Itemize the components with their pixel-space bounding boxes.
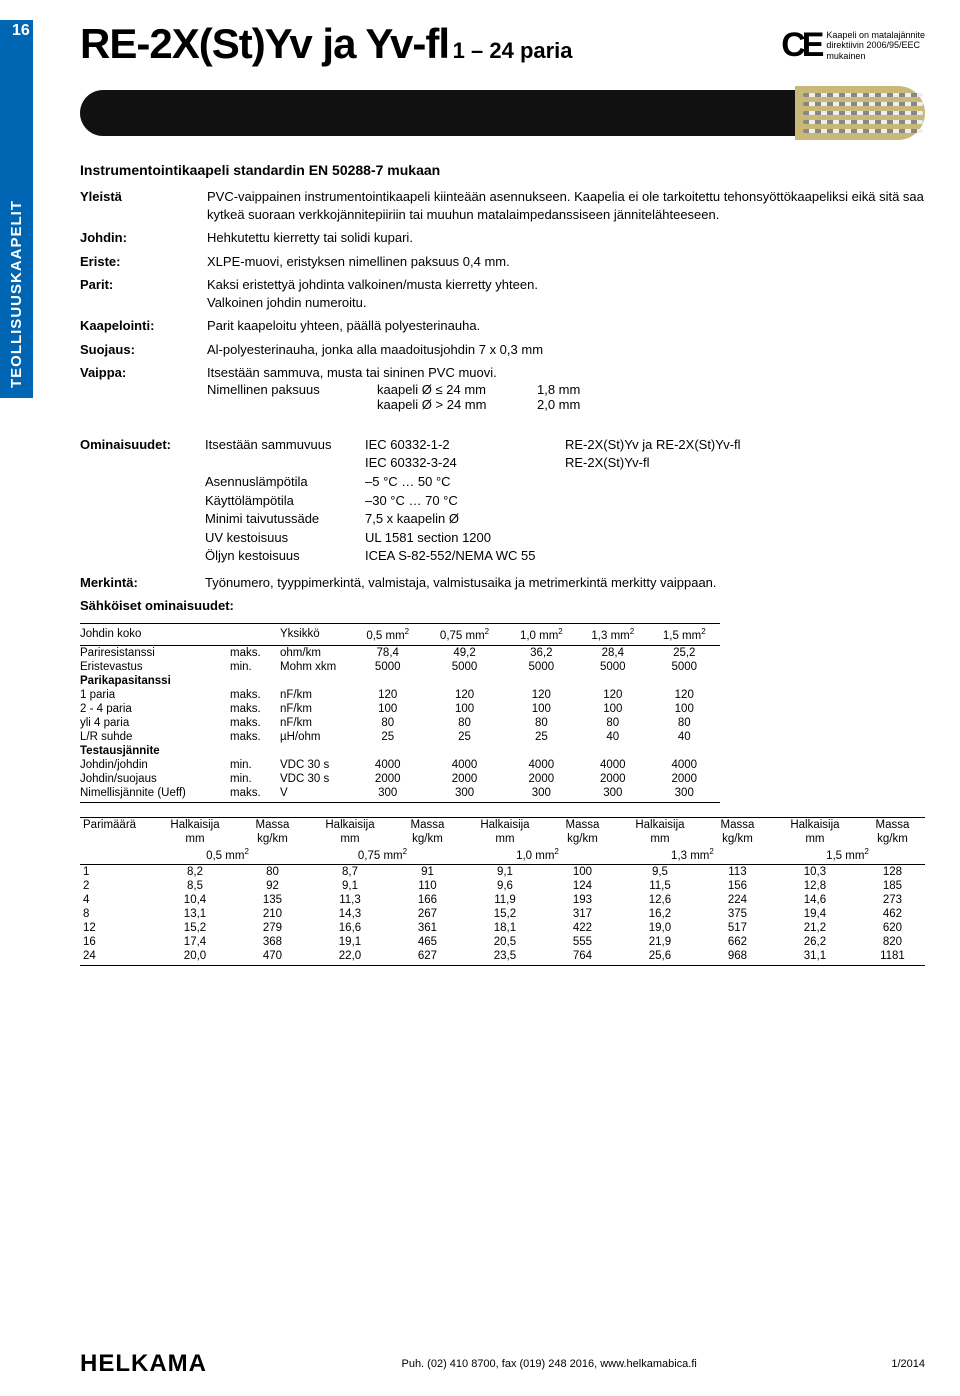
attr-cell	[80, 547, 205, 565]
attr-cell	[565, 547, 925, 565]
property-text: Parit kaapeloitu yhteen, päällä polyeste…	[207, 317, 925, 335]
nominal-cell: 1,8 mm	[537, 382, 627, 397]
side-tab: TEOLLISUUSKAAPELIT	[0, 20, 33, 398]
page-title-suffix: 1 – 24 paria	[453, 38, 573, 63]
attr-cell	[80, 492, 205, 510]
footer-date: 1/2014	[891, 1358, 925, 1370]
marking-text: Työnumero, tyyppimerkintä, valmistaja, v…	[205, 575, 925, 590]
property-label: Johdin:	[80, 229, 205, 247]
attr-cell: –5 °C … 50 °C	[365, 473, 565, 491]
ce-mark-icon: CE	[781, 26, 820, 65]
property-text: Kaksi eristettyä johdinta valkoinen/must…	[207, 276, 925, 311]
properties-list: YleistäPVC-vaippainen instrumentointikaa…	[80, 188, 925, 382]
marking-row: Merkintä: Työnumero, tyyppimerkintä, val…	[80, 575, 925, 590]
marking-label: Merkintä:	[80, 575, 205, 590]
attr-cell	[80, 510, 205, 528]
property-text: Itsestään sammuva, musta tai sininen PVC…	[207, 364, 925, 382]
attr-cell: Minimi taivutussäde	[205, 510, 365, 528]
page-footer: HELKAMA Puh. (02) 410 8700, fax (019) 24…	[80, 1350, 925, 1378]
attr-cell: –30 °C … 70 °C	[365, 492, 565, 510]
attr-cell: IEC 60332-3-24	[365, 454, 565, 472]
property-label: Yleistä	[80, 188, 205, 223]
attr-cell	[80, 529, 205, 547]
attr-cell: Käyttölämpötila	[205, 492, 365, 510]
property-label: Vaippa:	[80, 364, 205, 382]
subtitle: Instrumentointikaapeli standardin EN 502…	[80, 162, 925, 178]
nominal-cell: kaapeli Ø > 24 mm	[377, 397, 537, 412]
ce-mark-box: CE Kaapeli on matalajännitedirektiivin 2…	[781, 26, 925, 65]
attr-cell: IEC 60332-1-2	[365, 436, 565, 454]
attr-cell	[565, 492, 925, 510]
attr-cell	[565, 510, 925, 528]
dimensions-table: ParimääräHalkaisijaMassaHalkaisijaMassaH…	[80, 817, 925, 967]
property-text: XLPE-muovi, eristyksen nimellinen paksuu…	[207, 253, 925, 271]
footer-logo: HELKAMA	[80, 1350, 207, 1378]
property-text: Hehkutettu kierretty tai solidi kupari.	[207, 229, 925, 247]
attr-cell: 7,5 x kaapelin Ø	[365, 510, 565, 528]
attr-cell: ICEA S-82-552/NEMA WC 55	[365, 547, 565, 565]
nominal-cell: 2,0 mm	[537, 397, 627, 412]
page-number: 16	[12, 22, 30, 40]
attr-cell: RE-2X(St)Yv-fl	[565, 454, 925, 472]
property-text: PVC-vaippainen instrumentointikaapeli ki…	[207, 188, 925, 223]
ce-text: Kaapeli on matalajännitedirektiivin 2006…	[826, 30, 925, 61]
property-label: Eriste:	[80, 253, 205, 271]
attr-cell	[80, 473, 205, 491]
attr-cell: Itsestään sammuvuus	[205, 436, 365, 454]
nominal-cell: kaapeli Ø ≤ 24 mm	[377, 382, 537, 397]
attr-cell	[565, 529, 925, 547]
attr-cell: RE-2X(St)Yv ja RE-2X(St)Yv-fl	[565, 436, 925, 454]
attr-cell	[565, 473, 925, 491]
attr-cell	[205, 454, 365, 472]
property-label: Suojaus:	[80, 341, 205, 359]
attr-cell	[80, 454, 205, 472]
nominal-cell	[207, 397, 377, 412]
cable-illustration	[80, 82, 925, 144]
page-title: RE-2X(St)Yv ja Yv-fl	[80, 20, 449, 67]
nominal-thickness: Nimellinen paksuuskaapeli Ø ≤ 24 mm1,8 m…	[207, 382, 925, 412]
electrical-table: Johdin kokoYksikkö0,5 mm20,75 mm21,0 mm2…	[80, 623, 720, 803]
attr-cell: Ominaisuudet:	[80, 436, 205, 454]
electrical-title: Sähköiset ominaisuudet:	[80, 598, 925, 613]
property-label: Parit:	[80, 276, 205, 311]
attributes-list: Ominaisuudet:Itsestään sammuvuusIEC 6033…	[80, 436, 925, 565]
footer-contact: Puh. (02) 410 8700, fax (019) 248 2016, …	[401, 1358, 696, 1370]
attr-cell: UL 1581 section 1200	[365, 529, 565, 547]
attr-cell: Öljyn kestoisuus	[205, 547, 365, 565]
attr-cell: UV kestoisuus	[205, 529, 365, 547]
nominal-cell: Nimellinen paksuus	[207, 382, 377, 397]
attr-cell: Asennuslämpötila	[205, 473, 365, 491]
property-text: Al-polyesterinauha, jonka alla maadoitus…	[207, 341, 925, 359]
property-label: Kaapelointi:	[80, 317, 205, 335]
